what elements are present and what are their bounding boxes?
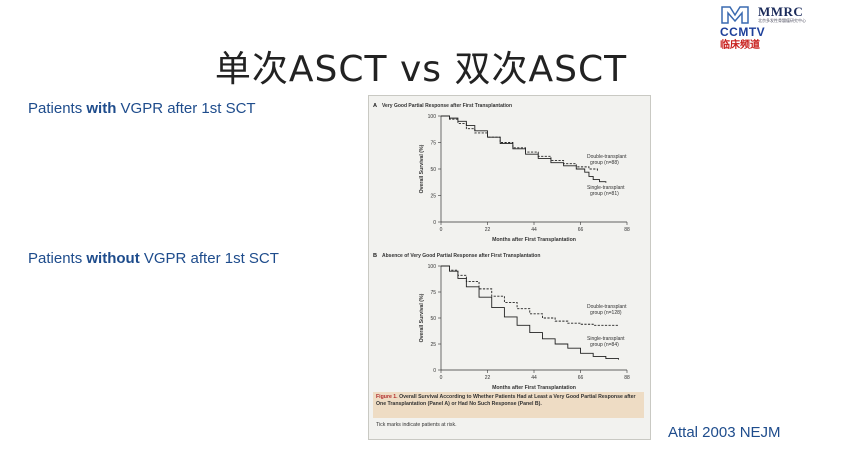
- panel-a-series-label: Double-transplant: [587, 154, 627, 160]
- caption-note: Tick marks indicate patients at risk.: [376, 422, 457, 428]
- panel-b-y-tick-label: 100: [428, 264, 437, 270]
- panel-b-x-tick-label: 22: [485, 375, 491, 381]
- logo-channel: CCMTV: [720, 25, 766, 39]
- survival-charts: A Very Good Partial Response after First …: [373, 103, 630, 391]
- logo-brand: MMRC: [758, 4, 804, 19]
- panel-b-y-tick-label: 75: [430, 290, 436, 296]
- panel-a-label: A: [373, 103, 377, 109]
- panel-b-series-double-line: [441, 265, 619, 326]
- panel-a-x-tick-label: 44: [531, 227, 537, 233]
- mmrc-ccmtv-logo: MMRC 北京多发性骨髓瘤研究中心 CCMTV 临床频道: [718, 3, 838, 51]
- logo-channel-cn: 临床频道: [720, 40, 760, 51]
- logo-brand-subtitle: 北京多发性骨髓瘤研究中心: [758, 18, 806, 23]
- panel-a-y-tick-label: 100: [428, 114, 437, 120]
- panel-a-series-double-line: [441, 115, 598, 172]
- panel-a-x-axis-label: Months after First Transplantation: [492, 237, 576, 243]
- panel-b-series-label: Double-transplant: [587, 304, 627, 310]
- panel-a-y-tick-label: 0: [433, 220, 436, 226]
- label-with-vgpr: Patients with VGPR after 1st SCT: [28, 100, 256, 117]
- label-with-vgpr-bold: with: [86, 100, 117, 117]
- label-without-vgpr: Patients without VGPR after 1st SCT: [28, 250, 279, 267]
- panel-a-y-axis-label: Overall Survival (%): [419, 144, 425, 193]
- panel-b-series-label-group: group (n=84): [590, 342, 619, 348]
- caption-label: Figure 1.: [376, 394, 398, 400]
- panel-b-x-axis-label: Months after First Transplantation: [492, 385, 576, 391]
- panel-b-series-single-line: [441, 265, 619, 360]
- panel-a-y-tick-label: 25: [430, 194, 436, 200]
- panel-a-series-label-group: group (n=81): [590, 191, 619, 197]
- label-without-vgpr-pre: Patients: [28, 250, 87, 267]
- panel-a-title: Very Good Partial Response after First T…: [382, 103, 512, 109]
- panel-a-y-tick-label: 50: [430, 167, 436, 173]
- panel-b-x-tick-label: 66: [578, 375, 584, 381]
- panel-a-x-tick-label: 66: [578, 227, 584, 233]
- panel-a-x-tick-label: 22: [485, 227, 491, 233]
- label-with-vgpr-pre: Patients: [28, 100, 87, 117]
- slide-title: 单次ASCT vs 双次ASCT: [214, 49, 628, 90]
- citation: Attal 2003 NEJM: [668, 424, 781, 441]
- caption-text: Overall Survival According to Whether Pa…: [376, 394, 636, 407]
- panel-a-x-tick-label: 0: [440, 227, 443, 233]
- mmrc-emblem-icon: [721, 6, 749, 24]
- panel-a-x-tick-label: 88: [624, 227, 630, 233]
- panel-b-x-tick-label: 0: [440, 375, 443, 381]
- label-without-vgpr-bold: without: [86, 250, 140, 267]
- panel-a-series-label-group: group (n=88): [590, 160, 619, 166]
- panel-b-y-tick-label: 50: [430, 316, 436, 322]
- panel-a-series-label: Single-transplant: [587, 185, 625, 191]
- panel-a-series-single-line: [441, 115, 607, 183]
- panel-b-label: B: [373, 253, 377, 259]
- label-without-vgpr-post: VGPR after 1st SCT: [139, 250, 279, 267]
- nejm-figure: A Very Good Partial Response after First …: [368, 95, 651, 440]
- figure-caption: Figure 1. Overall Survival According to …: [373, 392, 644, 418]
- panel-b-series-label: Single-transplant: [587, 336, 625, 342]
- panel-b-y-tick-label: 25: [430, 342, 436, 348]
- panel-b-y-axis-label: Overall Survival (%): [419, 293, 425, 342]
- panel-b-x-tick-label: 88: [624, 375, 630, 381]
- panel-b-series-label-group: group (n=128): [590, 310, 622, 316]
- panel-b-y-tick-label: 0: [433, 368, 436, 374]
- panel-b-x-tick-label: 44: [531, 375, 537, 381]
- panel-a-y-tick-label: 75: [430, 141, 436, 147]
- panel-b-title: Absence of Very Good Partial Response af…: [382, 253, 540, 259]
- label-with-vgpr-post: VGPR after 1st SCT: [116, 100, 256, 117]
